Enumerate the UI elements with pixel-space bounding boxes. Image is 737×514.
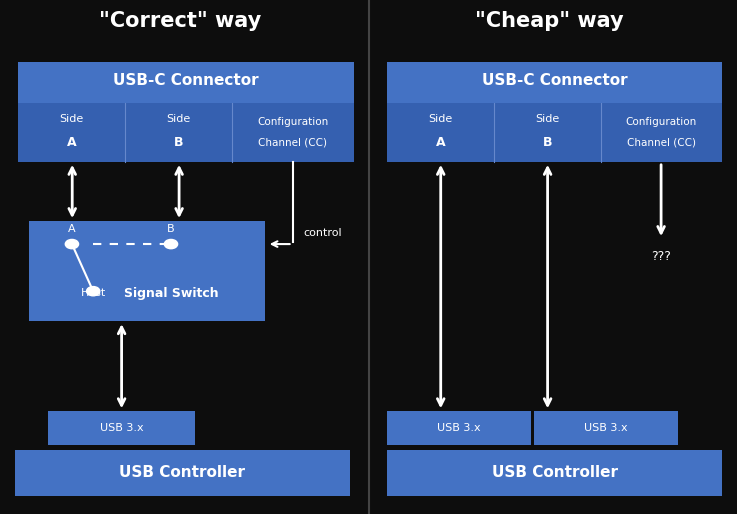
- Text: Side: Side: [428, 114, 453, 124]
- Text: Side: Side: [535, 114, 559, 124]
- Text: USB Controller: USB Controller: [119, 465, 245, 481]
- Bar: [534, 411, 678, 445]
- Bar: [48, 411, 195, 445]
- Bar: [494, 103, 601, 162]
- Text: USB-C Connector: USB-C Connector: [482, 74, 627, 88]
- Bar: [387, 62, 722, 162]
- Bar: [29, 221, 265, 321]
- Bar: [15, 450, 350, 496]
- Text: USB 3.x: USB 3.x: [437, 423, 481, 433]
- Bar: [387, 103, 494, 162]
- Circle shape: [86, 287, 99, 296]
- Text: Signal Switch: Signal Switch: [124, 287, 218, 300]
- Circle shape: [66, 240, 79, 249]
- Text: B: B: [542, 137, 552, 150]
- Circle shape: [164, 240, 178, 249]
- Text: USB Controller: USB Controller: [492, 465, 618, 481]
- Text: B: B: [174, 137, 184, 150]
- Text: Channel (CC): Channel (CC): [627, 138, 696, 148]
- Bar: [125, 103, 232, 162]
- Text: ???: ???: [652, 250, 671, 264]
- Text: A: A: [436, 137, 445, 150]
- Text: "Correct" way: "Correct" way: [99, 11, 262, 30]
- Text: Side: Side: [167, 114, 191, 124]
- Text: USB-C Connector: USB-C Connector: [113, 74, 259, 88]
- Text: "Cheap" way: "Cheap" way: [475, 11, 624, 30]
- Text: B: B: [167, 224, 175, 234]
- Bar: [18, 103, 125, 162]
- Bar: [18, 62, 354, 162]
- Text: Configuration: Configuration: [626, 117, 697, 127]
- Text: A: A: [67, 137, 77, 150]
- Text: Side: Side: [60, 114, 84, 124]
- Bar: [387, 411, 531, 445]
- Bar: [232, 103, 354, 162]
- Bar: [387, 450, 722, 496]
- Bar: [601, 103, 722, 162]
- Text: A: A: [68, 224, 76, 234]
- Text: Channel (CC): Channel (CC): [259, 138, 327, 148]
- Text: control: control: [304, 228, 342, 238]
- Text: Configuration: Configuration: [257, 117, 329, 127]
- Text: USB 3.x: USB 3.x: [584, 423, 628, 433]
- Text: USB 3.x: USB 3.x: [99, 423, 144, 433]
- Text: Host: Host: [80, 288, 106, 298]
